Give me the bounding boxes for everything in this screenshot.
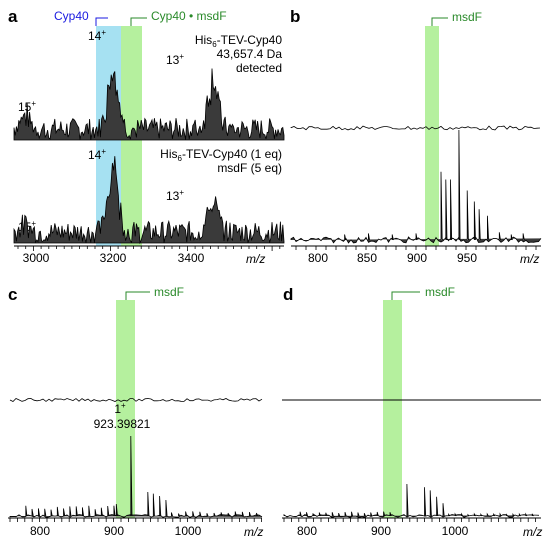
panel-c: c msdF 1+ 923.39821 800 900 1000 m/z [8, 285, 263, 539]
panel-b-green-band [425, 26, 439, 246]
panel-b-tick-950: 950 [457, 251, 477, 265]
panel-a-green-bracket: Cyp40 • msdF [130, 9, 227, 26]
panel-a-bottom-spectrum [13, 156, 285, 245]
panel-d-header-green: msdF [425, 285, 455, 299]
panel-d-bottom-spectrum [283, 483, 540, 518]
panel-c-label: c [8, 285, 17, 304]
panel-c-unit: m/z [244, 525, 263, 539]
panel-b: b msdF 800 850 900 950 m/z [290, 7, 542, 266]
panel-a-z14-top: 14+ [88, 28, 106, 43]
panel-d-tick-900: 900 [371, 524, 391, 538]
panel-a-top-line1: His6-TEV-Cyp40 [195, 33, 282, 49]
panel-a-top-line3: detected [236, 61, 282, 75]
panel-a-bottom-line2: msdF (5 eq) [217, 161, 282, 175]
panel-c-bottom-spectrum [9, 435, 263, 518]
panel-c-green-band [116, 300, 135, 518]
panel-a-tick-3000: 3000 [23, 251, 50, 265]
panel-b-unit: m/z [520, 252, 539, 266]
panel-a-z14-bot: 14+ [88, 147, 106, 162]
panel-b-top-spectrum [290, 125, 541, 131]
panel-b-bottom-spectrum [290, 129, 542, 244]
panel-a-tick-3400: 3400 [178, 251, 205, 265]
panel-d-tick-1000: 1000 [442, 524, 469, 538]
panel-b-label: b [290, 7, 300, 26]
panel-a-unit: m/z [246, 252, 265, 266]
panel-a-header-blue: Cyp40 [54, 9, 89, 23]
panel-a-z15-top: 15+ [18, 99, 36, 114]
panel-a-header-green: Cyp40 • msdF [151, 9, 227, 23]
panel-c-tick-1000: 1000 [175, 524, 202, 538]
panel-b-ticks [295, 246, 537, 250]
panel-d-ticks [283, 518, 536, 522]
panel-d-unit: m/z [523, 525, 542, 539]
panel-c-peak-mz: 923.39821 [94, 417, 151, 431]
panel-a-tick-3200: 3200 [100, 251, 127, 265]
panel-a-z13-top: 13+ [166, 52, 184, 67]
panel-d-green-bracket: msdF [391, 285, 455, 300]
panel-d-tick-800: 800 [297, 524, 317, 538]
panel-b-tick-850: 850 [357, 251, 377, 265]
panel-d: d msdF 800 900 1000 m/z [282, 285, 542, 539]
panel-b-green-bracket: msdF [431, 10, 482, 26]
panel-c-top-spectrum [9, 398, 263, 402]
panel-b-header-green: msdF [452, 10, 482, 24]
panel-a-ticks [17, 246, 281, 251]
panel-d-label: d [283, 285, 293, 304]
panel-c-header-green: msdF [154, 285, 184, 299]
panel-c-ticks [9, 518, 263, 522]
panel-a-bottom-line1: His6-TEV-Cyp40 (1 eq) [160, 147, 282, 163]
panel-a-top-line2: 43,657.4 Da [217, 47, 283, 61]
panel-a-blue-bracket: Cyp40 [54, 9, 108, 26]
panel-c-tick-800: 800 [30, 524, 50, 538]
panel-c-peak-charge: 1+ [114, 401, 126, 416]
panel-a-top-spectrum [13, 68, 285, 141]
panel-d-green-band [383, 300, 402, 518]
panel-b-tick-800: 800 [308, 251, 328, 265]
panel-c-tick-900: 900 [104, 524, 124, 538]
panel-a-label: a [8, 7, 18, 26]
panel-b-tick-900: 900 [407, 251, 427, 265]
panel-a-z13-bot: 13+ [166, 188, 184, 203]
panel-a: a Cyp40 Cyp40 • msdF His6-TEV-Cyp40 43,6… [8, 7, 285, 266]
panel-c-green-bracket: msdF [125, 285, 184, 300]
